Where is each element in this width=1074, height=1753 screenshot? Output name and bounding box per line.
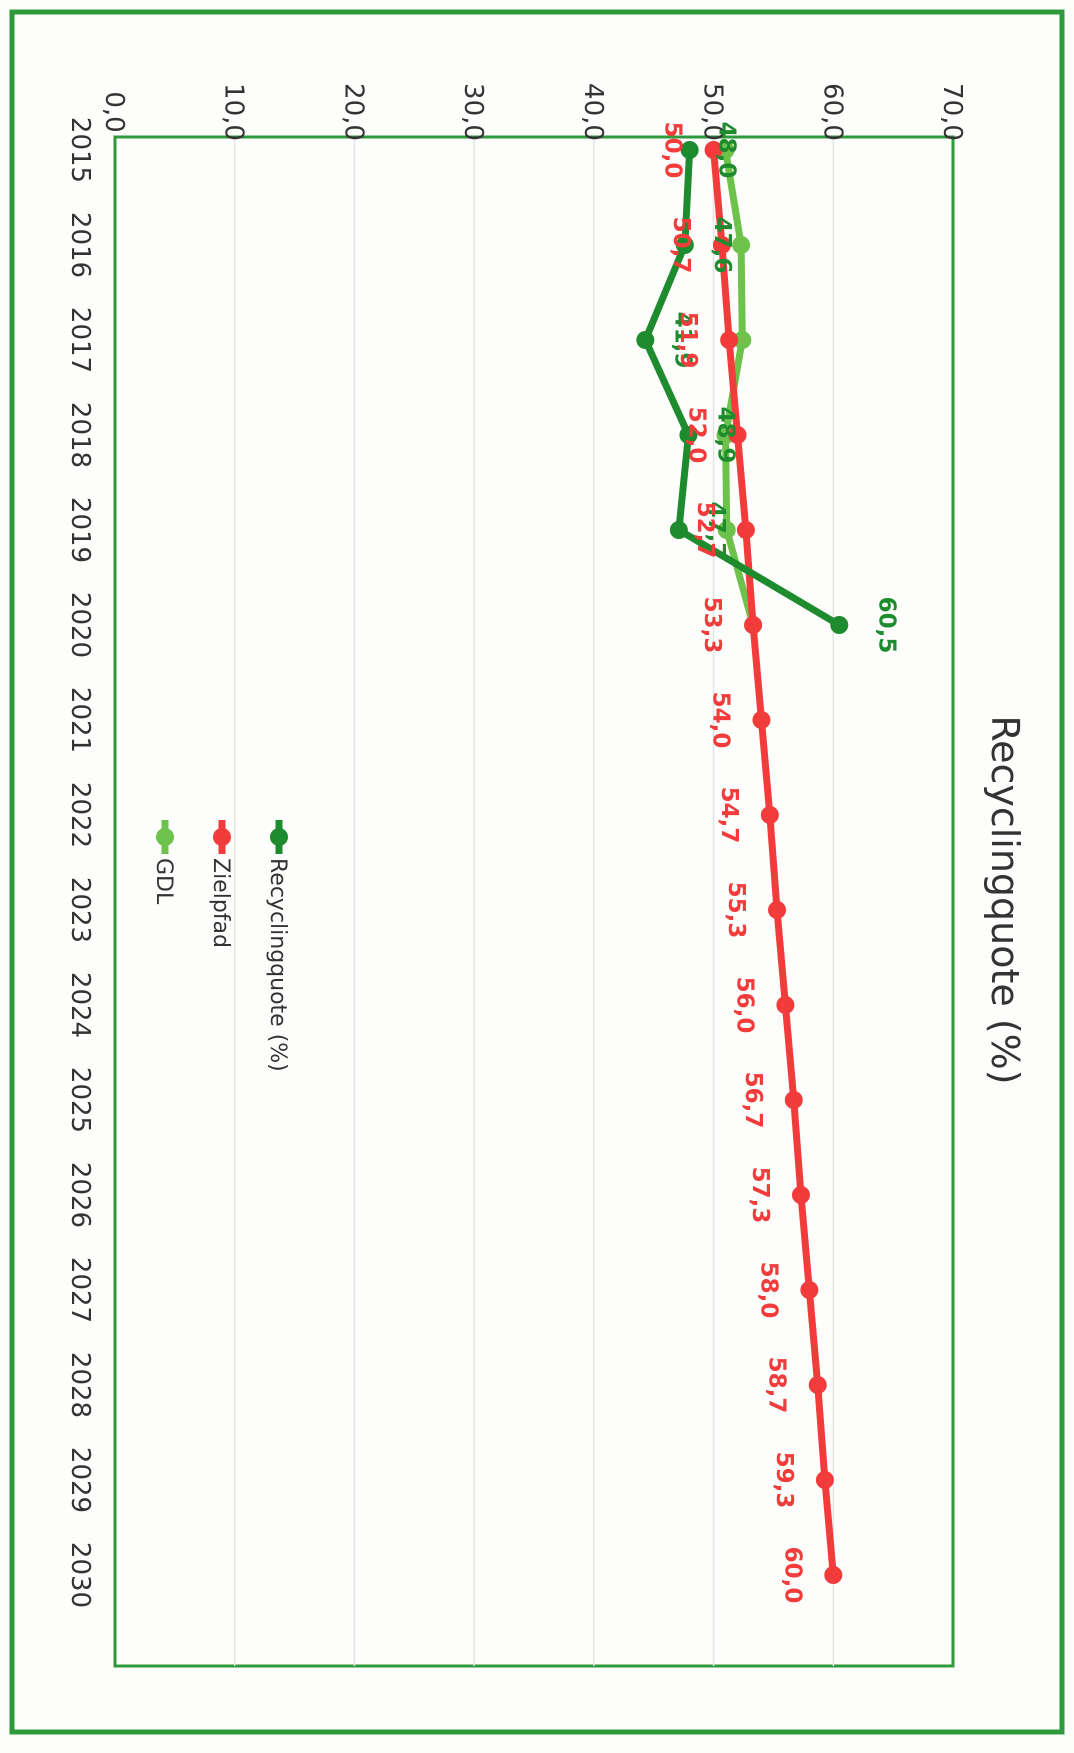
data-point: [680, 141, 699, 159]
y-tick-label: 60,0: [817, 83, 847, 141]
x-tick-label: 2024: [65, 972, 95, 1038]
data-point: [717, 521, 736, 539]
x-tick-label: 2029: [65, 1447, 95, 1513]
y-tick-label: 10,0: [219, 83, 249, 141]
legend-item: Recyclingquote (%): [265, 820, 290, 1072]
data-label: 50,7: [668, 217, 694, 274]
data-point: [776, 996, 795, 1014]
x-tick-label: 2027: [65, 1257, 95, 1323]
data-label: 57,3: [747, 1167, 773, 1224]
series-layer: [636, 141, 849, 1584]
y-tick-label: 70,0: [937, 83, 967, 141]
data-label: 56,7: [740, 1072, 766, 1129]
data-point: [815, 1471, 834, 1489]
legend-swatch-marker: [213, 828, 231, 846]
data-point: [669, 521, 688, 539]
y-axis-ticks: 0,0 10,0 20,0 30,0 40,0 50,0 60,0 70,0: [99, 83, 967, 141]
legend-item: GDL: [151, 820, 176, 905]
data-point: [744, 616, 763, 634]
x-tick-label: 2020: [65, 592, 95, 658]
x-tick-label: 2016: [65, 212, 95, 278]
legend-label: Recyclingquote (%): [265, 858, 290, 1072]
data-label: 54,0: [707, 692, 733, 749]
legend-label: Zielpfad: [208, 858, 233, 948]
x-tick-label: 2030: [65, 1542, 95, 1608]
x-tick-label: 2028: [65, 1352, 95, 1418]
data-label: 59,3: [771, 1452, 797, 1509]
data-point: [732, 236, 751, 254]
data-label: 52,0: [684, 407, 710, 464]
chart-frame: [9, 9, 1065, 1735]
data-label: 60,0: [779, 1547, 805, 1604]
data-point: [808, 1376, 827, 1394]
data-label: 51,9: [675, 312, 701, 369]
data-label: 48,0: [714, 122, 740, 179]
data-label: 53,3: [699, 597, 725, 654]
x-tick-label: 2021: [65, 687, 95, 753]
data-point: [791, 1186, 810, 1204]
legend-item: Zielpfad: [208, 820, 233, 948]
series-1: [704, 141, 843, 1584]
data-point: [712, 236, 731, 254]
plot-area-border: [113, 135, 955, 1668]
x-axis-ticks: 2015 2016 2017 2018 2019 2020 2021 2022 2023 2024…: [65, 117, 95, 1608]
series-line: [641, 149, 842, 629]
x-tick-label: 2015: [65, 117, 95, 183]
x-tick-label: 2025: [65, 1067, 95, 1133]
x-tick-label: 2017: [65, 307, 95, 373]
data-point: [760, 806, 779, 824]
data-label: 56,0: [731, 977, 757, 1034]
data-point: [824, 1566, 843, 1584]
data-label: 41,9: [669, 312, 695, 369]
data-label: 55,3: [723, 882, 749, 939]
data-labels: 48,0 47,6 41,9 48,9 47,7 60,5 50,0 50,7 51,9 52,0…: [660, 122, 900, 1604]
x-tick-label: 2018: [65, 402, 95, 468]
x-tick-label: 2019: [65, 497, 95, 563]
y-tick-label: 30,0: [458, 83, 488, 141]
data-point: [720, 331, 739, 349]
x-tick-label: 2023: [65, 877, 95, 943]
data-point: [679, 426, 698, 444]
data-label: 47,7: [703, 502, 729, 559]
y-tick-label: 0,0: [99, 91, 129, 132]
series-line: [710, 149, 837, 1576]
y-tick-label: 20,0: [338, 83, 368, 141]
data-label: 58,0: [755, 1262, 781, 1319]
data-point: [736, 521, 755, 539]
data-label: 52,7: [692, 502, 718, 559]
data-label: 60,5: [873, 597, 899, 654]
data-point: [768, 901, 787, 919]
data-point: [800, 1281, 819, 1299]
data-point: [784, 1091, 803, 1109]
legend: Recyclingquote (%) Zielpfad GDL: [151, 820, 290, 1072]
x-tick-label: 2022: [65, 782, 95, 848]
legend-label: GDL: [151, 858, 176, 905]
data-point: [636, 331, 655, 349]
y-tick-label: 50,0: [698, 83, 728, 141]
data-point: [675, 236, 694, 254]
y-tick-label: 40,0: [578, 83, 608, 141]
data-label: 50,0: [660, 122, 686, 179]
grid-lines: [233, 137, 835, 1666]
chart-title: Recyclingquote (%): [983, 715, 1027, 1084]
x-tick-label: 2026: [65, 1162, 95, 1228]
legend-swatch-marker: [156, 828, 174, 846]
data-point: [830, 616, 849, 634]
legend-swatch-marker: [270, 828, 288, 846]
data-point: [728, 426, 747, 444]
data-point: [752, 711, 771, 729]
data-label: 58,7: [764, 1357, 790, 1414]
data-label: 54,7: [716, 787, 742, 844]
data-point: [704, 141, 723, 159]
series-0: [636, 141, 849, 634]
data-label: 47,6: [709, 217, 735, 274]
data-point: [733, 331, 752, 349]
data-label: 48,9: [712, 407, 738, 464]
